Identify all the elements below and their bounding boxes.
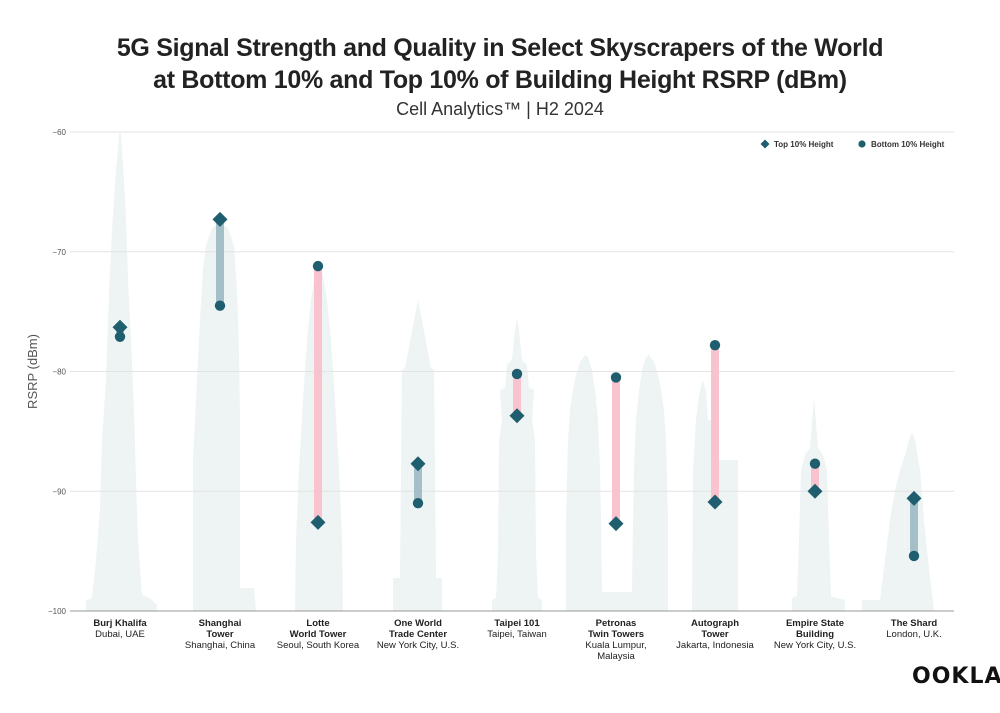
category-name: World Tower	[290, 629, 347, 640]
range-bar	[910, 498, 918, 556]
category-name: Petronas	[596, 618, 637, 629]
bottom-10-marker	[214, 300, 226, 311]
range-bar	[414, 463, 422, 504]
category-name: Empire State	[786, 618, 844, 629]
category-name: Lotte	[306, 618, 329, 629]
y-tick-label: −70	[52, 248, 66, 257]
category-location: Taipei, Taiwan	[487, 629, 547, 640]
y-tick-label: −100	[48, 607, 67, 616]
category-name: Shanghai	[199, 618, 242, 629]
y-tick-label: −60	[52, 128, 66, 137]
range-bar	[314, 266, 322, 523]
bottom-10-marker	[114, 331, 126, 342]
category-name: Tower	[701, 629, 729, 640]
category-name: Burj Khalifa	[93, 618, 147, 629]
y-axis-label: RSRP (dBm)	[25, 334, 40, 409]
category-name: Tower	[206, 629, 234, 640]
building-silhouette-9	[862, 432, 934, 611]
y-tick-label: −80	[52, 368, 66, 377]
bottom-10-marker	[511, 368, 523, 380]
y-tick-label: −90	[52, 487, 66, 496]
bottom-10-marker	[709, 339, 721, 351]
category-location: Jakarta, Indonesia	[676, 640, 754, 651]
category-location: New York City, U.S.	[377, 640, 459, 651]
range-bar	[216, 219, 224, 306]
building-silhouette-5	[492, 318, 542, 611]
range-bar	[711, 345, 719, 503]
top-10-marker	[212, 211, 228, 227]
top-10-marker	[906, 490, 922, 506]
category-name: Taipei 101	[494, 618, 540, 629]
category-name: One World	[394, 618, 442, 629]
category-location: Malaysia	[597, 651, 635, 662]
top-10-marker	[707, 494, 723, 510]
category-location: London, U.K.	[886, 629, 941, 640]
top-10-marker	[112, 319, 128, 335]
chart-subtitle: Cell Analytics™ | H2 2024	[396, 99, 604, 119]
category-name: Twin Towers	[588, 629, 644, 640]
category-name: Trade Center	[389, 629, 447, 640]
bottom-10-marker	[610, 372, 622, 383]
bottom-10-marker	[412, 498, 424, 509]
legend-label-bottom: Bottom 10% Height	[871, 140, 945, 149]
building-silhouette-2	[193, 222, 256, 611]
building-silhouette-6	[566, 355, 668, 611]
category-location: Kuala Lumpur,	[585, 640, 646, 651]
legend-circle-icon	[858, 140, 866, 148]
top-10-marker	[310, 514, 326, 530]
chart-title-line2: at Bottom 10% and Top 10% of Building He…	[153, 66, 847, 94]
top-10-marker	[608, 516, 624, 532]
category-name: Autograph	[691, 618, 739, 629]
building-silhouette-4	[393, 300, 442, 611]
category-location: Seoul, South Korea	[277, 640, 360, 651]
ookla-logo: OOKLA	[912, 664, 1000, 689]
range-bar	[811, 463, 819, 492]
top-10-marker	[807, 483, 823, 499]
building-silhouette-8	[792, 398, 845, 611]
bottom-10-marker	[809, 458, 821, 469]
range-bar	[513, 373, 521, 416]
category-location: Dubai, UAE	[95, 629, 145, 640]
bottom-10-marker	[908, 550, 920, 562]
category-location: New York City, U.S.	[774, 640, 856, 651]
category-name: The Shard	[891, 618, 938, 629]
category-name: Building	[796, 629, 834, 640]
category-location: Shanghai, China	[185, 640, 256, 651]
bottom-10-marker	[312, 260, 324, 272]
top-10-marker	[509, 408, 525, 424]
legend-label-top: Top 10% Height	[774, 140, 834, 149]
top-10-marker	[410, 456, 426, 472]
legend-diamond-icon	[760, 139, 770, 149]
range-bar	[612, 377, 620, 524]
chart-title-line1: 5G Signal Strength and Quality in Select…	[116, 34, 884, 62]
